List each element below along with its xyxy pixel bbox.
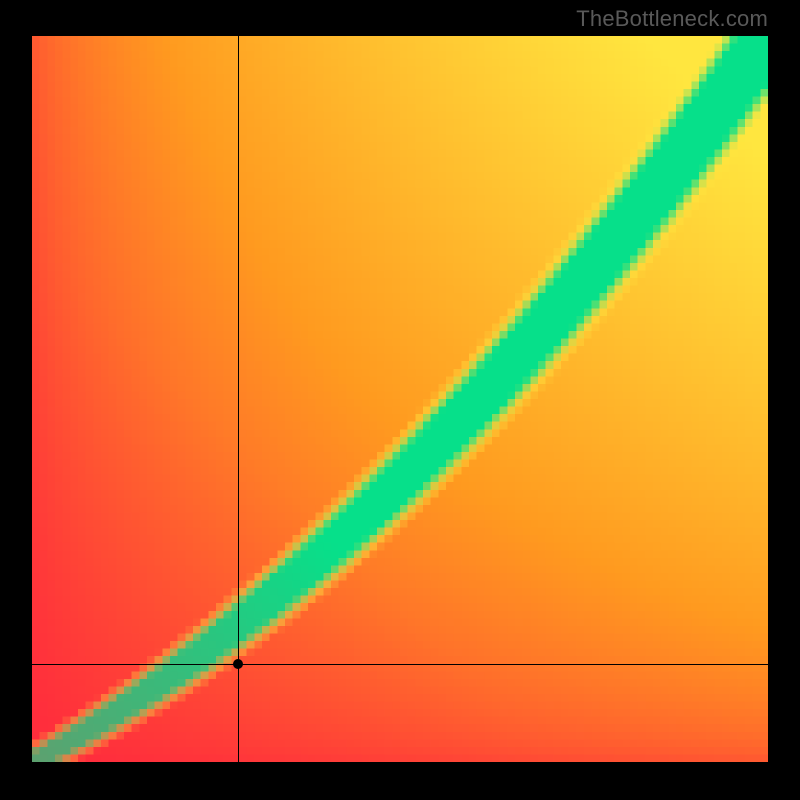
crosshair-horizontal [32,664,768,665]
watermark-text: TheBottleneck.com [576,6,768,32]
heatmap-canvas [32,36,768,762]
crosshair-marker-dot [233,659,243,669]
crosshair-vertical [238,36,239,762]
figure-frame: TheBottleneck.com [0,0,800,800]
heatmap-plot [32,36,768,762]
